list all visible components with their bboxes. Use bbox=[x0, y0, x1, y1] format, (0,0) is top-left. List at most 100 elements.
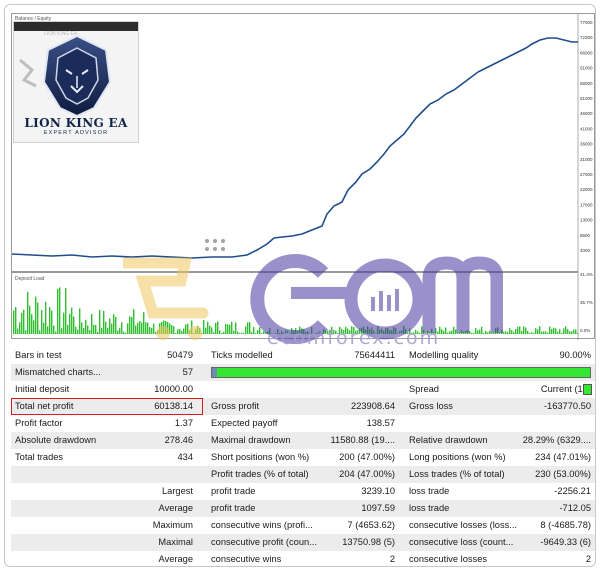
profit-trades-value: 204 (47.00%) bbox=[339, 469, 395, 479]
deposit-load-bar bbox=[197, 325, 199, 334]
deposit-load-bar bbox=[73, 316, 75, 334]
bars-in-test-label: Bars in test bbox=[15, 350, 62, 360]
deposit-load-bar bbox=[231, 321, 233, 334]
deposit-load-bar bbox=[55, 331, 57, 334]
deposit-load-bar bbox=[213, 332, 215, 334]
deposit-load-bar bbox=[531, 332, 533, 334]
deposit-load-bar bbox=[177, 329, 179, 334]
deposit-load-bar bbox=[223, 331, 225, 334]
deposit-load-bar bbox=[459, 332, 461, 334]
deposit-load-bar bbox=[553, 327, 555, 334]
y-tick-label: 31000 bbox=[580, 157, 593, 162]
modelling-quality-bar bbox=[211, 367, 591, 378]
deposit-load-bar bbox=[343, 330, 345, 334]
deposit-load-bar bbox=[199, 327, 201, 334]
deposit-load-bar bbox=[125, 332, 127, 334]
table-row: Bars in test 50479 Ticks modelled 756444… bbox=[11, 347, 595, 364]
deposit-load-bar bbox=[121, 322, 123, 334]
deposit-load-bar bbox=[203, 320, 205, 334]
deposit-load-bar bbox=[147, 322, 149, 334]
avg-cons-losses-value: 2 bbox=[585, 554, 591, 564]
deposit-load-bar bbox=[129, 316, 131, 334]
table-row: Mismatched charts... 57 bbox=[11, 364, 595, 381]
net-profit-value: 60138.14 bbox=[154, 401, 193, 411]
deposit-load-bar bbox=[495, 328, 497, 334]
deposit-load-bar bbox=[67, 324, 69, 334]
deposit-load-bar bbox=[217, 321, 219, 334]
largest-loss-label: loss trade bbox=[409, 486, 450, 496]
deposit-load-bar bbox=[441, 329, 443, 334]
deposit-load-bar bbox=[255, 333, 257, 334]
mismatched-label: Mismatched charts... bbox=[15, 367, 101, 377]
table-row: Total trades 434 Short positions (won %)… bbox=[11, 449, 595, 466]
deposit-load-bar bbox=[75, 326, 77, 334]
table-row: Maximum consecutive wins (profi... 7 (46… bbox=[11, 517, 595, 534]
table-row: Average profit trade 1097.59 loss trade … bbox=[11, 500, 595, 517]
y-tick-label: 41.3% bbox=[580, 272, 593, 277]
loss-trades-value: 230 (53.00%) bbox=[535, 469, 591, 479]
mismatched-value: 57 bbox=[182, 367, 193, 377]
deposit-load-bar bbox=[111, 323, 113, 334]
deposit-load-bar bbox=[61, 328, 63, 334]
total-trades-value: 434 bbox=[177, 452, 193, 462]
deposit-load-bar bbox=[509, 328, 511, 334]
deposit-load-label: Deposit Load bbox=[15, 276, 45, 282]
modelling-quality-label: Modelling quality bbox=[409, 350, 479, 360]
max-cons-losses-value: 8 (-4685.78) bbox=[540, 520, 591, 530]
deposit-load-bar bbox=[47, 326, 49, 334]
deposit-load-bar bbox=[89, 330, 91, 334]
initial-deposit-value: 10000.00 bbox=[154, 384, 193, 394]
deposit-load-bar bbox=[573, 329, 575, 334]
deposit-load-bar bbox=[473, 333, 475, 334]
y-tick-label: 72300 bbox=[580, 35, 593, 40]
deposit-load-bar bbox=[525, 327, 527, 334]
deposit-load-bar bbox=[571, 331, 573, 334]
deposit-load-bar bbox=[249, 322, 251, 334]
deposit-load-bar bbox=[35, 296, 37, 334]
deposit-load-bar bbox=[529, 333, 531, 334]
y-tick-label: 35.7% bbox=[580, 300, 593, 305]
y-tick-label: 27000 bbox=[580, 172, 593, 177]
deposit-load-bar bbox=[117, 330, 119, 334]
deposit-load-bar bbox=[477, 330, 479, 334]
total-trades-label: Total trades bbox=[15, 452, 64, 462]
deposit-load-bar bbox=[515, 328, 517, 334]
deposit-load-bar bbox=[19, 322, 21, 334]
deposit-load-bar bbox=[69, 313, 71, 334]
short-positions-label: Short positions (won %) bbox=[211, 452, 310, 462]
table-row: Absolute drawdown 278.46 Maximal drawdow… bbox=[11, 432, 595, 449]
net-profit-label: Total net profit bbox=[15, 401, 74, 411]
maximum-label: Maximum bbox=[152, 520, 193, 530]
deposit-load-bar bbox=[79, 308, 81, 334]
deposit-load-bar bbox=[251, 331, 253, 334]
deposit-load-bar bbox=[537, 329, 539, 334]
deposit-load-bar bbox=[565, 326, 567, 334]
deposit-load-bar bbox=[497, 327, 499, 334]
deposit-load-bar bbox=[519, 326, 521, 334]
deposit-load-bar bbox=[259, 327, 261, 334]
profit-trades-label: Profit trades (% of total) bbox=[211, 469, 309, 479]
y-tick-label: 56000 bbox=[580, 81, 593, 86]
modelling-quality-value: 90.00% bbox=[559, 350, 591, 360]
spread-value: Current (10) bbox=[540, 384, 591, 394]
deposit-load-bar bbox=[555, 328, 557, 334]
deposit-load-bar bbox=[253, 327, 255, 334]
deposit-load-bar bbox=[243, 333, 245, 334]
deposit-load-bar bbox=[185, 324, 187, 334]
deposit-load-bar bbox=[91, 313, 93, 334]
deposit-load-bar bbox=[485, 330, 487, 334]
deposit-load-bar bbox=[95, 324, 97, 334]
watermark-text: ecomforex.com bbox=[267, 327, 441, 349]
deposit-load-bar bbox=[577, 333, 579, 334]
deposit-load-bar bbox=[463, 331, 465, 334]
deposit-load-bar bbox=[93, 324, 95, 334]
deposit-load-bar bbox=[503, 331, 505, 334]
table-row: Largest profit trade 3239.10 loss trade … bbox=[11, 483, 595, 500]
deposit-load-bar bbox=[131, 317, 133, 334]
ticks-modelled-label: Ticks modelled bbox=[211, 350, 273, 360]
deposit-load-bar bbox=[483, 333, 485, 334]
deposit-load-bar bbox=[51, 310, 53, 334]
deposit-load-bar bbox=[507, 332, 509, 334]
deposit-load-bar bbox=[27, 291, 29, 334]
maximal-loss-value: -9649.33 (6) bbox=[540, 537, 591, 547]
